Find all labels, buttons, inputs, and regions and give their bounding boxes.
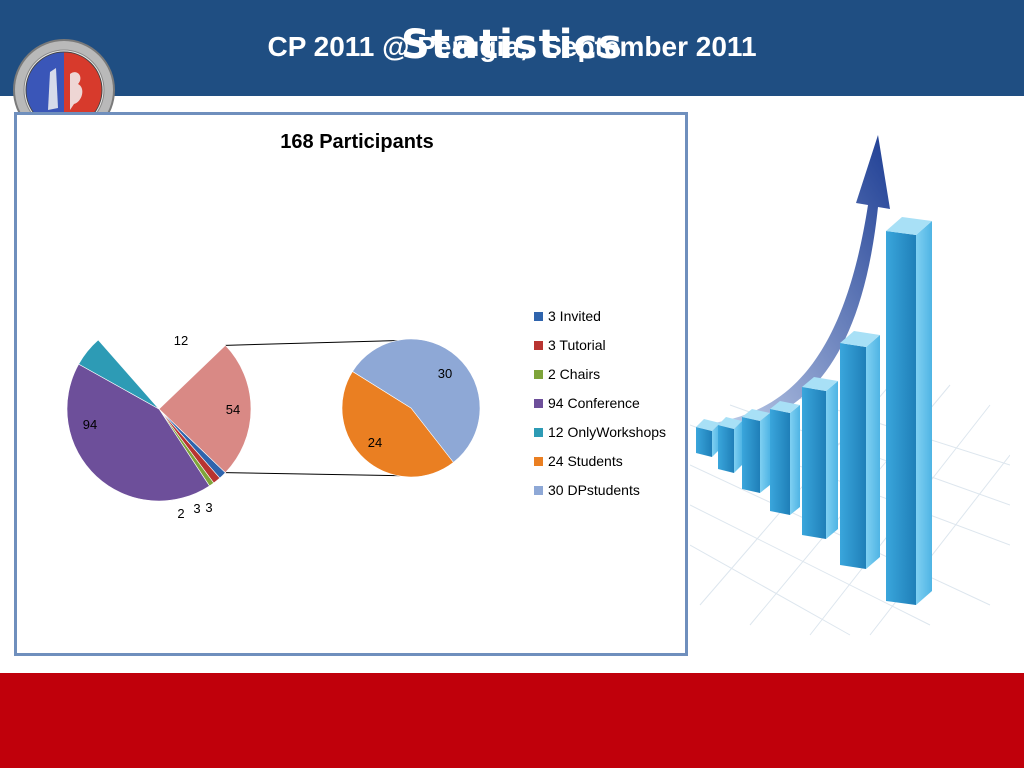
university-seal-logo <box>13 39 115 141</box>
legend-swatch <box>534 312 543 321</box>
connector-line-bottom <box>225 472 420 477</box>
legend-swatch <box>534 341 543 350</box>
main-pie-data-label: 54 <box>226 402 240 417</box>
chart-panel: 168 Participants 3 3 2 94 12 54 24 30 3 Invite… <box>14 112 688 656</box>
footer-bar <box>0 673 1024 768</box>
secondary-pie-slice <box>352 338 481 463</box>
main-pie-slice <box>78 339 160 410</box>
growth-bar-chart-illustration <box>690 135 1010 636</box>
secondary-pie-slice <box>341 371 454 478</box>
secondary-pie: 24 30 <box>341 338 481 478</box>
main-pie-data-label: 94 <box>83 417 97 432</box>
legend-entry: 12 OnlyWorkshops <box>548 424 666 440</box>
main-pie-data-label: 3 <box>205 500 212 515</box>
secondary-pie-data-label: 24 <box>368 435 382 450</box>
header-bar <box>0 0 1024 96</box>
legend-entry: 3 Tutorial <box>548 337 606 353</box>
main-pie-slice <box>158 344 252 474</box>
legend-entry: 94 Conference <box>548 395 640 411</box>
legend-entry: 2 Chairs <box>548 366 600 382</box>
connector-lines <box>225 339 420 477</box>
main-pie-slice <box>66 363 210 502</box>
main-pie-data-label: 12 <box>174 333 188 348</box>
main-pie-data-label: 3 <box>193 501 200 516</box>
connector-line-top <box>225 339 418 346</box>
legend-swatch <box>534 486 543 495</box>
legend-swatch <box>534 399 543 408</box>
legend-entry: 24 Students <box>548 453 623 469</box>
secondary-pie-data-label: 30 <box>438 366 452 381</box>
footer-text: CP 2011 @ Perugia, September 2011 <box>267 31 757 62</box>
page-title: Statistics <box>401 22 623 68</box>
main-pie-data-label: 2 <box>177 506 184 521</box>
chart-title: 168 Participants <box>280 131 433 153</box>
chart-legend: 3 Invited 3 Tutorial 2 Chairs 94 Conference… <box>534 308 666 498</box>
legend-swatch <box>534 428 543 437</box>
legend-entry: 3 Invited <box>548 308 601 324</box>
growth-bars <box>696 217 932 605</box>
legend-entry: 30 DPstudents <box>548 482 640 498</box>
legend-swatch <box>534 457 543 466</box>
legend-swatch <box>534 370 543 379</box>
